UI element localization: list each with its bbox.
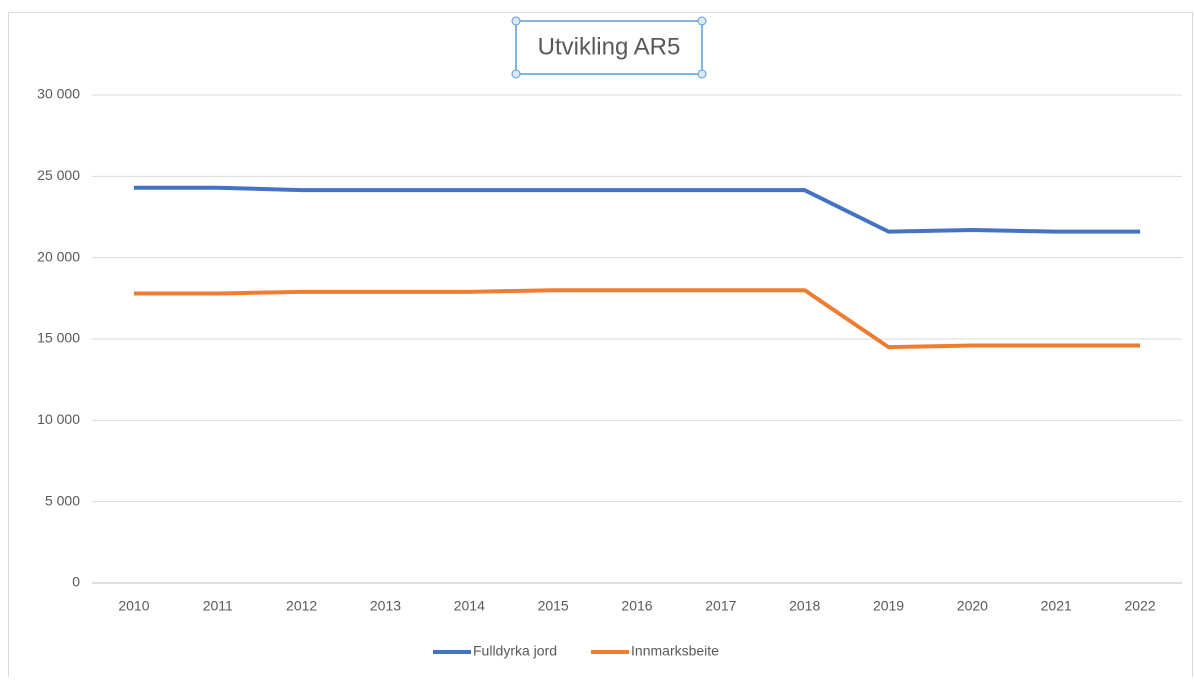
x-tick-label: 2018 [789,598,820,614]
y-tick-label: 20 000 [37,248,80,264]
x-tick-label: 2017 [705,598,736,614]
x-tick-label: 2016 [621,598,652,614]
y-tick-label: 30 000 [37,86,80,102]
x-tick-label: 2014 [454,598,485,614]
x-tick-label: 2020 [957,598,988,614]
x-tick-label: 2011 [203,598,233,614]
x-tick-label: 2022 [1124,598,1155,614]
legend-label: Fulldyrka jord [473,643,557,659]
y-tick-label: 25 000 [37,167,80,183]
y-tick-label: 5 000 [45,492,80,508]
selection-box[interactable] [515,20,703,75]
legend-label: Innmarksbeite [631,643,719,659]
chart-title: Utvikling AR5 [538,33,681,60]
x-tick-label: 2012 [286,598,317,614]
y-tick-label: 0 [72,574,80,590]
handle[interactable] [511,69,521,79]
series-line [133,288,1141,350]
handle[interactable] [697,69,707,79]
x-tick-label: 2015 [538,598,569,614]
y-tick-label: 15 000 [37,330,80,346]
x-tick-label: 2013 [370,598,401,614]
x-tick-label: 2019 [873,598,904,614]
handle[interactable] [511,16,521,26]
y-tick-label: 10 000 [37,411,80,427]
x-tick-label: 2010 [118,598,149,614]
handle[interactable] [697,16,707,26]
series-line [133,185,1141,234]
x-tick-label: 2021 [1041,598,1072,614]
